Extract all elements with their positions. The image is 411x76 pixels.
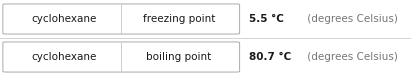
Text: 5.5 °C: 5.5 °C <box>249 14 284 24</box>
Text: cyclohexane: cyclohexane <box>31 52 97 62</box>
Text: 80.7 °C: 80.7 °C <box>249 52 291 62</box>
Text: (degrees Celsius): (degrees Celsius) <box>304 14 398 24</box>
Text: freezing point: freezing point <box>143 14 215 24</box>
Text: (degrees Celsius): (degrees Celsius) <box>304 52 398 62</box>
FancyBboxPatch shape <box>3 42 240 72</box>
FancyBboxPatch shape <box>3 4 240 34</box>
Text: cyclohexane: cyclohexane <box>31 14 97 24</box>
Text: boiling point: boiling point <box>146 52 211 62</box>
